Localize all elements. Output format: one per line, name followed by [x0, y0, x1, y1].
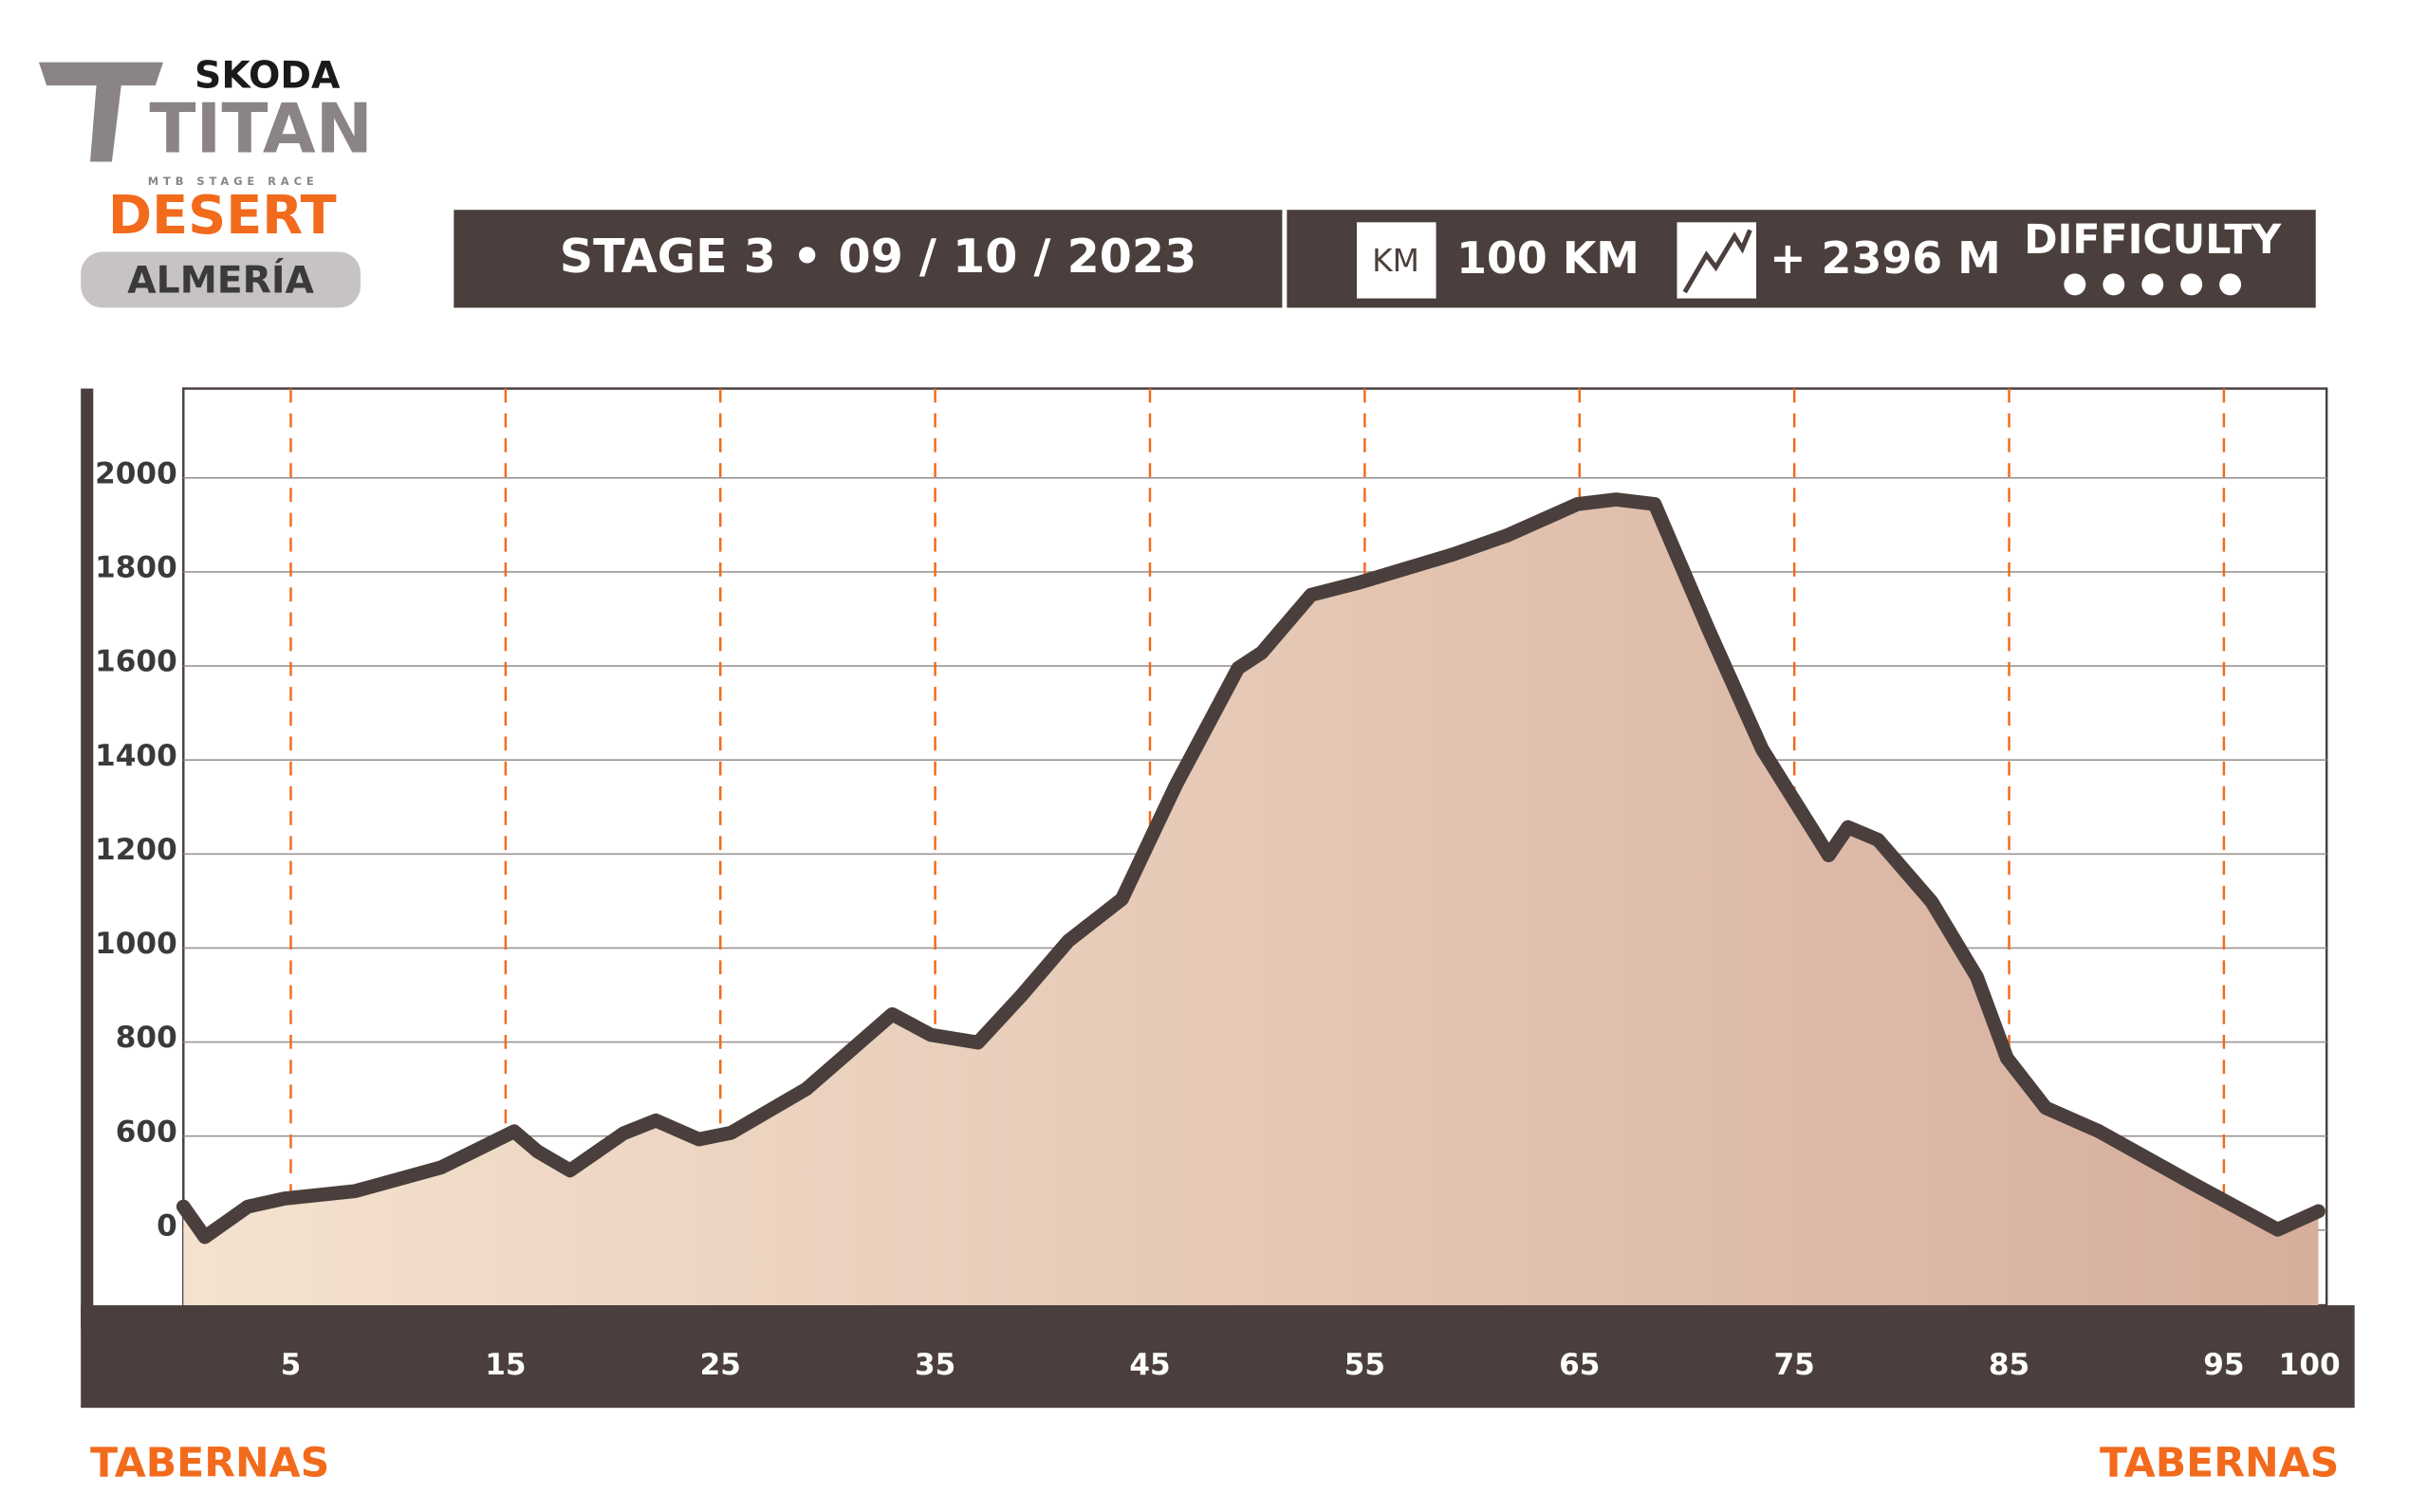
y-tick-label: 2000 [95, 456, 177, 490]
logo-region: ALMERÍA [127, 258, 314, 303]
logo: SKODA TITAN MTB STAGE RACE DESERT ALMERÍ… [38, 54, 373, 308]
difficulty-dot [2180, 273, 2203, 296]
stage-title: STAGE 3 • 09 / 10 / 2023 [560, 229, 1197, 284]
logo-shape [38, 62, 163, 162]
x-tick-label: 100 [2279, 1348, 2341, 1382]
x-tick-label: 45 [1129, 1348, 1170, 1382]
grid: 0 600 800 1000 1200 1400 1600 1800 2000 [95, 388, 2327, 1306]
elevation-line [176, 492, 2326, 1245]
km-icon-label: KM [1372, 243, 1419, 279]
difficulty-dots [2064, 273, 2242, 296]
logo-region-bg [81, 251, 361, 308]
x-tick-label: 15 [485, 1348, 526, 1382]
x-axis: 5 15 25 35 45 55 65 75 85 95 100 [281, 1348, 2341, 1382]
logo-brand: SKODA [195, 54, 341, 97]
x-tick-label: 95 [2203, 1348, 2244, 1382]
y-tick-label: 1800 [95, 551, 177, 585]
logo-name: TITAN [149, 88, 373, 168]
km-icon [1357, 222, 1436, 299]
series [176, 492, 2326, 1306]
y-tick-label: 1600 [95, 645, 177, 679]
difficulty-dot [2103, 273, 2125, 296]
difficulty-label: DIFFICULTY [2024, 216, 2282, 264]
area-fill [183, 499, 2319, 1306]
x-tick-label: 55 [1344, 1348, 1385, 1382]
x-tick-label: 5 [281, 1348, 302, 1382]
x-tick-label: 35 [915, 1348, 955, 1382]
difficulty-dot [2219, 273, 2242, 296]
y-tick-label: 0 [157, 1208, 177, 1243]
x-tick-label: 65 [1559, 1348, 1600, 1382]
logo-tagline: MTB STAGE RACE [148, 175, 319, 188]
finish-label: TABERNAS [2100, 1439, 2339, 1486]
x-axis-band [81, 1305, 2355, 1409]
difficulty-dot [2141, 273, 2164, 296]
y-tick-label: 600 [116, 1115, 177, 1149]
start-label: TABERNAS [90, 1439, 329, 1486]
distance: 100 KM [1456, 232, 1640, 284]
x-tick-label: 85 [1989, 1348, 2029, 1382]
stage-box [454, 210, 1283, 308]
climb-icon-line [1682, 229, 1752, 294]
left-bar [81, 388, 94, 1329]
x-tick-label: 75 [1773, 1348, 1814, 1382]
y-tick-label: 800 [116, 1021, 177, 1055]
x-tick-label: 25 [700, 1348, 741, 1382]
climb: + 2396 M [1770, 232, 2001, 284]
y-tick-label: 1000 [95, 927, 177, 961]
logo-edition: DESERT [108, 185, 337, 247]
y-tick-label: 1200 [95, 833, 177, 867]
y-tick-label: 1400 [95, 739, 177, 773]
difficulty-dot [2064, 273, 2086, 296]
